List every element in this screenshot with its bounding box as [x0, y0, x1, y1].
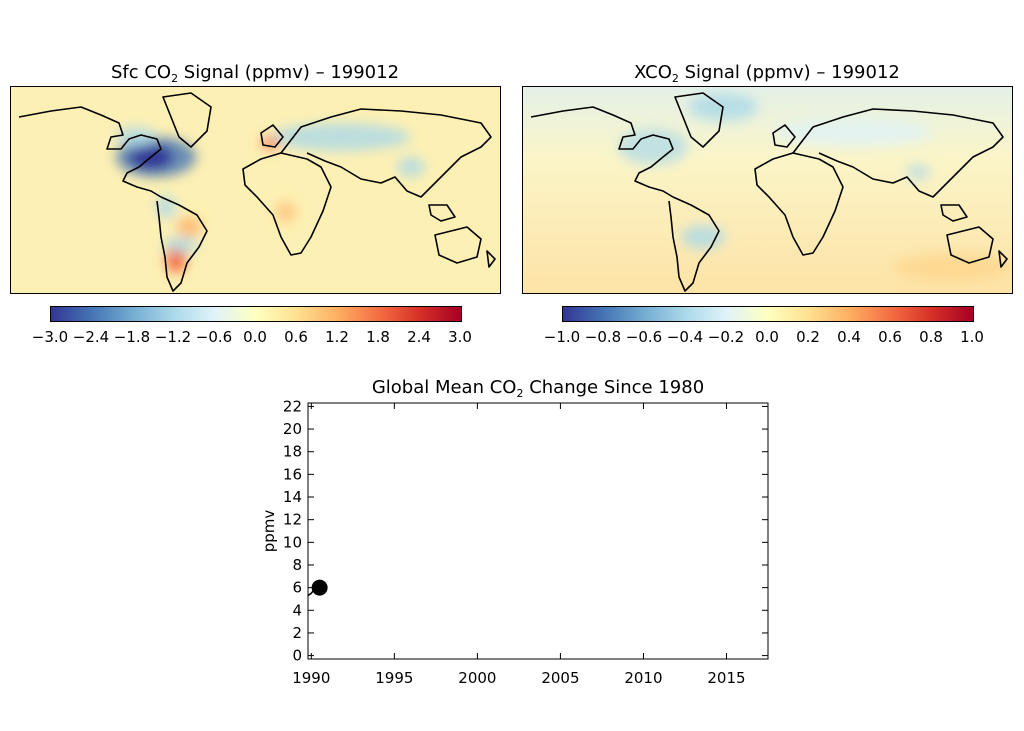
- colorbar-tick-label: −1.0: [543, 328, 581, 346]
- colorbar-tick-label: 0.6: [878, 328, 902, 346]
- colorbar-tick-label: −1.8: [113, 328, 151, 346]
- y-tick-label: 4: [292, 601, 302, 619]
- colorbar-tick-label: −3.0: [31, 328, 69, 346]
- colorbar-tick-label: 1.2: [325, 328, 349, 346]
- y-tick-label: 16: [283, 465, 302, 483]
- colorbar-tick-label: −0.8: [584, 328, 622, 346]
- colorbar-tick-label: 1.8: [366, 328, 390, 346]
- y-tick-label: 12: [283, 511, 302, 529]
- colorbar-tick-label: 1.0: [960, 328, 984, 346]
- colorbar-tick-label: 0.0: [243, 328, 267, 346]
- xco2-map: [522, 86, 1013, 294]
- global-mean-chart-title: Global Mean CO2 Change Since 1980: [371, 377, 705, 400]
- sfc-co2-map: [10, 86, 501, 294]
- colorbar-tick-label: −0.4: [666, 328, 704, 346]
- signal-anomalies: [618, 93, 1012, 281]
- y-tick-label: 2: [292, 624, 302, 642]
- colorbar-tick-label: 2.4: [407, 328, 431, 346]
- xco2-map-canvas: [523, 87, 1012, 293]
- x-tick-label: 1995: [375, 669, 413, 687]
- map-background: [11, 87, 500, 293]
- y-tick-label: 10: [283, 533, 302, 551]
- colorbar-tick-label: −0.6: [625, 328, 663, 346]
- global-mean-co2-chart: 0 2 4 6 8 10 12 14 16 18 20 22 1990 1995 2000 2005 2010 2…: [260, 397, 769, 687]
- colorbar-tick-label: 0.4: [837, 328, 861, 346]
- y-tick-label: 18: [283, 443, 302, 461]
- y-tick-label: 8: [292, 556, 302, 574]
- y-tick-label: 6: [292, 579, 302, 597]
- y-tick-label: 22: [283, 397, 302, 415]
- colorbar-tick-label: 0.8: [919, 328, 943, 346]
- coastlines: [18, 92, 496, 292]
- colorbar-tick-label: 0.0: [755, 328, 779, 346]
- x-tick-label: 2000: [458, 669, 496, 687]
- colorbar-tick-label: −0.2: [707, 328, 745, 346]
- colorbar-tick-label: 0.6: [284, 328, 308, 346]
- x-tick-label: 2005: [541, 669, 579, 687]
- y-tick-label: 0: [292, 647, 302, 665]
- colorbar-tick-label: −1.2: [154, 328, 192, 346]
- colorbar-tick-label: −2.4: [72, 328, 110, 346]
- y-tick-label: 14: [283, 488, 302, 506]
- current-value-marker: [311, 579, 328, 596]
- y-tick-label: 20: [283, 420, 302, 438]
- colorbar-tick-label: −0.6: [195, 328, 233, 346]
- y-axis-label: ppmv: [260, 510, 278, 553]
- sfc-map-title: Sfc CO2 Signal (ppmv) – 199012: [110, 62, 400, 85]
- coastlines: [530, 92, 1008, 292]
- signal-anomalies: [116, 123, 425, 273]
- x-tick-label: 1990: [292, 669, 330, 687]
- x-tick-label: 2010: [624, 669, 662, 687]
- xco2-map-title: XCO2 Signal (ppmv) – 199012: [634, 62, 900, 85]
- colorbar-tick-label: 0.2: [796, 328, 820, 346]
- colorbar-tick-label: 3.0: [448, 328, 472, 346]
- sfc-colorbar: [50, 306, 462, 322]
- xco2-colorbar: [562, 306, 974, 322]
- x-tick-label: 2015: [707, 669, 745, 687]
- sfc-map-canvas: [11, 87, 500, 293]
- plot-area: [307, 402, 769, 660]
